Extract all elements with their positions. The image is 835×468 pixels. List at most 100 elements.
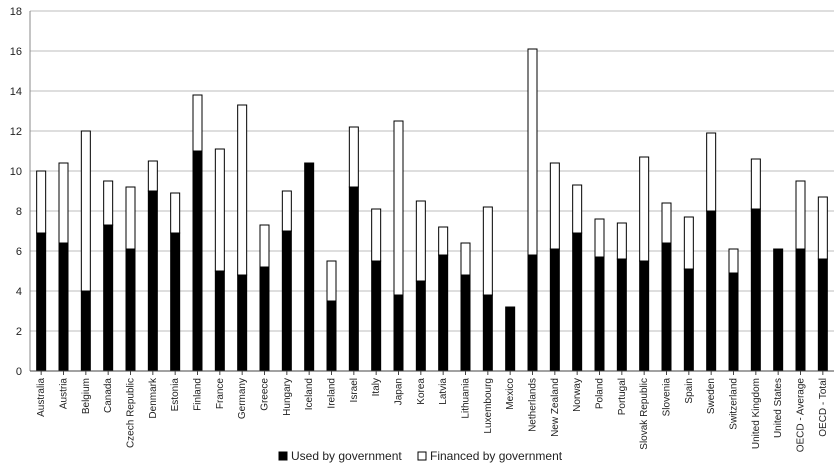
bar-used-by-government	[36, 232, 47, 372]
x-tick-label: Poland	[595, 378, 606, 409]
y-tick-label: 4	[16, 286, 22, 298]
x-tick-label: Switzerland	[729, 378, 740, 430]
bar-financed-by-government	[616, 222, 627, 260]
bar-used-by-government	[348, 186, 359, 372]
bar-financed-by-government	[147, 160, 158, 192]
bar-financed-by-government	[460, 242, 471, 276]
bar-used-by-government	[817, 258, 828, 372]
x-tick-label: Portugal	[617, 378, 628, 415]
x-tick-label: Luxembourg	[483, 378, 494, 434]
x-tick-label: Italy	[371, 378, 382, 396]
bar-financed-by-government	[750, 158, 761, 210]
bar-financed-by-government	[125, 186, 136, 250]
bar-used-by-government	[527, 254, 538, 372]
y-tick-label: 6	[16, 246, 22, 258]
y-tick-label: 12	[10, 126, 22, 138]
x-tick-label: Germany	[237, 378, 248, 419]
x-tick-label: Spain	[684, 378, 695, 404]
x-tick-label: Czech Republic	[126, 378, 137, 448]
bar-used-by-government	[326, 300, 337, 372]
x-tick-label: Hungary	[282, 378, 293, 416]
bar-used-by-government	[259, 266, 270, 372]
bar-financed-by-government	[348, 126, 359, 188]
bar-used-by-government	[304, 162, 315, 372]
y-tick-label: 16	[10, 46, 22, 58]
x-tick-label: Ireland	[327, 378, 338, 409]
bar-financed-by-government	[639, 156, 650, 262]
bar-financed-by-government	[795, 180, 806, 250]
bar-financed-by-government	[683, 216, 694, 270]
y-tick-label: 0	[16, 366, 22, 378]
bar-used-by-government	[728, 272, 739, 372]
x-tick-label: Netherlands	[528, 378, 539, 432]
bars	[36, 48, 828, 372]
bar-used-by-government	[572, 232, 583, 372]
bar-used-by-government	[683, 268, 694, 372]
x-tick-label: New Zealand	[550, 378, 561, 437]
bar-used-by-government	[549, 248, 560, 372]
bar-financed-by-government	[214, 148, 225, 272]
bar-financed-by-government	[817, 196, 828, 260]
x-tick-label: OECD - Average	[796, 378, 807, 453]
bar-financed-by-government	[80, 130, 91, 292]
bar-used-by-government	[281, 230, 292, 372]
x-tick-label: Mexico	[505, 378, 516, 410]
bar-used-by-government	[750, 208, 761, 372]
y-tick-label: 2	[16, 326, 22, 338]
bar-financed-by-government	[170, 192, 181, 234]
bar-used-by-government	[706, 210, 717, 372]
bar-financed-by-government	[371, 208, 382, 262]
bar-used-by-government	[237, 274, 248, 372]
bar-used-by-government	[103, 224, 114, 372]
bar-financed-by-government	[281, 190, 292, 232]
x-tick-label: Belgium	[81, 378, 92, 414]
x-tick-label: Sweden	[706, 378, 717, 414]
legend: Used by government Financed by governmen…	[278, 449, 563, 463]
gridlines	[30, 10, 834, 372]
bar-used-by-government	[170, 232, 181, 372]
axes	[29, 11, 834, 375]
bar-used-by-government	[460, 274, 471, 372]
x-tick-label: Austria	[59, 378, 70, 410]
x-tick-label: OECD - Total	[818, 378, 829, 437]
bar-financed-by-government	[103, 180, 114, 226]
bar-financed-by-government	[438, 226, 449, 256]
bar-financed-by-government	[393, 120, 404, 296]
x-tick-label: Australia	[36, 378, 47, 417]
bar-used-by-government	[639, 260, 650, 372]
bar-used-by-government	[192, 150, 203, 372]
bar-used-by-government	[438, 254, 449, 372]
bar-financed-by-government	[259, 224, 270, 268]
x-tick-label: Norway	[572, 378, 583, 412]
bar-used-by-government	[773, 248, 784, 372]
x-tick-label: Canada	[103, 378, 114, 413]
bar-used-by-government	[415, 280, 426, 372]
bar-used-by-government	[482, 294, 493, 372]
bar-financed-by-government	[728, 248, 739, 274]
legend-label-financed: Financed by government	[430, 449, 563, 463]
bar-used-by-government	[58, 242, 69, 372]
bar-financed-by-government	[549, 162, 560, 250]
bar-used-by-government	[125, 248, 136, 372]
bar-used-by-government	[371, 260, 382, 372]
x-tick-label: Greece	[260, 378, 271, 411]
y-axis-ticks: 0 2 4 6 8 10 12 14 16 18	[10, 6, 22, 378]
x-tick-label: Latvia	[438, 378, 449, 405]
x-tick-label: Iceland	[304, 378, 315, 410]
bar-used-by-government	[616, 258, 627, 372]
bar-used-by-government	[661, 242, 672, 372]
x-tick-label: United States	[773, 378, 784, 438]
bar-financed-by-government	[706, 132, 717, 212]
legend-label-used: Used by government	[291, 449, 402, 463]
x-tick-label: United Kingdom	[751, 378, 762, 449]
x-tick-label: Korea	[416, 378, 427, 405]
legend-swatch-financed	[417, 451, 427, 461]
bar-financed-by-government	[415, 200, 426, 282]
bar-financed-by-government	[326, 260, 337, 302]
x-tick-label: France	[215, 378, 226, 410]
x-tick-label: Israel	[349, 378, 360, 402]
legend-swatch-used	[278, 451, 288, 461]
x-tick-label: Estonia	[170, 378, 181, 412]
